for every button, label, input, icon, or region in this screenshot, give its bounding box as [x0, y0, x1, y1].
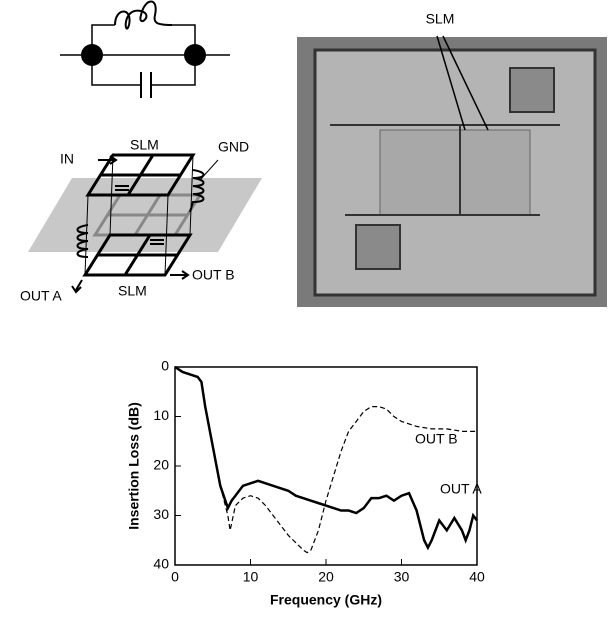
y-tick-label: 0 — [161, 358, 169, 374]
y-tick-label: 40 — [153, 556, 169, 572]
y-axis-label: Insertion Loss (dB) — [126, 402, 142, 530]
label: IN — [60, 151, 74, 167]
x-tick-label: 40 — [469, 569, 485, 585]
plot-frame — [175, 367, 477, 565]
label: GND — [218, 139, 249, 155]
y-tick-label: 30 — [153, 506, 169, 522]
label: OUT B — [192, 267, 235, 283]
line-series — [175, 367, 477, 548]
circuit — [60, 2, 230, 99]
y-tick-label: 10 — [153, 407, 169, 423]
x-tick-label: 20 — [318, 569, 334, 585]
label: SLM — [118, 283, 147, 299]
x-tick-label: 10 — [243, 569, 259, 585]
label: SLM — [130, 137, 159, 153]
annotation: OUT B — [415, 431, 458, 447]
label: OUT A — [20, 288, 62, 304]
photo: SLM — [297, 11, 607, 307]
x-axis-label: Frequency (GHz) — [270, 592, 382, 608]
3d-diagram: IN SLM GND SLM OUT A OUT B — [20, 137, 262, 304]
x-tick-label: 0 — [171, 569, 179, 585]
x-tick-label: 30 — [394, 569, 410, 585]
y-tick-label: 20 — [153, 457, 169, 473]
figure: IN SLM GND SLM OUT A OUT B SLM 0 10 20 30 40… — [0, 0, 612, 616]
label: SLM — [426, 11, 455, 27]
line-series — [175, 367, 477, 553]
annotation: OUT A — [440, 481, 482, 497]
